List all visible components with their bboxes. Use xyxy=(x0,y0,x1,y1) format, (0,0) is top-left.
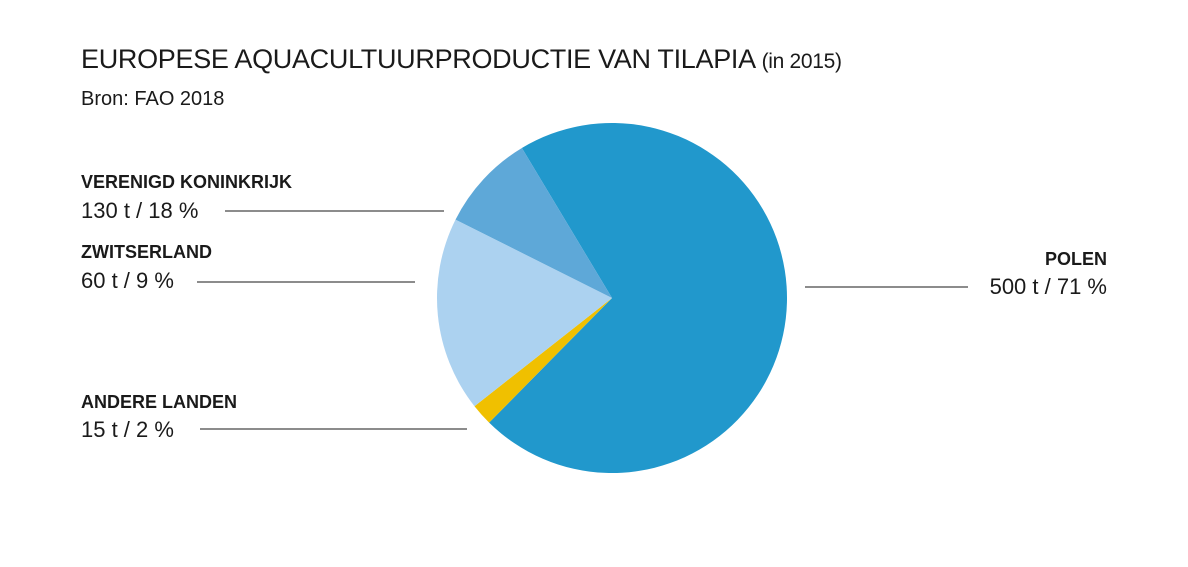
slice-label-zwitserland: ZWITSERLAND xyxy=(81,242,212,262)
slice-label-polen: POLEN xyxy=(1045,249,1107,269)
slice-value-polen: 500 t / 71 % xyxy=(990,274,1107,299)
pie-slice-zwitserland xyxy=(436,219,612,407)
slice-value-zwitserland: 60 t / 9 % xyxy=(81,268,174,293)
chart-title-main: EUROPESE AQUACULTUURPRODUCTIE VAN TILAPI… xyxy=(81,44,755,74)
slice-value-andere-landen: 15 t / 2 % xyxy=(81,417,174,442)
chart-title-suffix: (in 2015) xyxy=(761,50,842,73)
pie-labels: POLEN 500 t / 71 % ANDERE LANDEN 15 t / 2 %… xyxy=(81,172,1107,442)
chart-title: EUROPESE AQUACULTUURPRODUCTIE VAN TILAPI… xyxy=(81,44,842,75)
pie-slices xyxy=(436,123,788,474)
pie-slice-verenigd-koninkrijk xyxy=(455,148,612,298)
slice-label-verenigd-koninkrijk: VERENIGD KONINKRIJK xyxy=(81,172,292,192)
pie-slice-andere-landen xyxy=(474,298,612,423)
slice-value-verenigd-koninkrijk: 130 t / 18 % xyxy=(81,198,198,223)
slice-label-andere-landen: ANDERE LANDEN xyxy=(81,392,237,412)
chart-source: Bron: FAO 2018 xyxy=(81,88,225,110)
pie-slice-polen xyxy=(489,123,788,474)
